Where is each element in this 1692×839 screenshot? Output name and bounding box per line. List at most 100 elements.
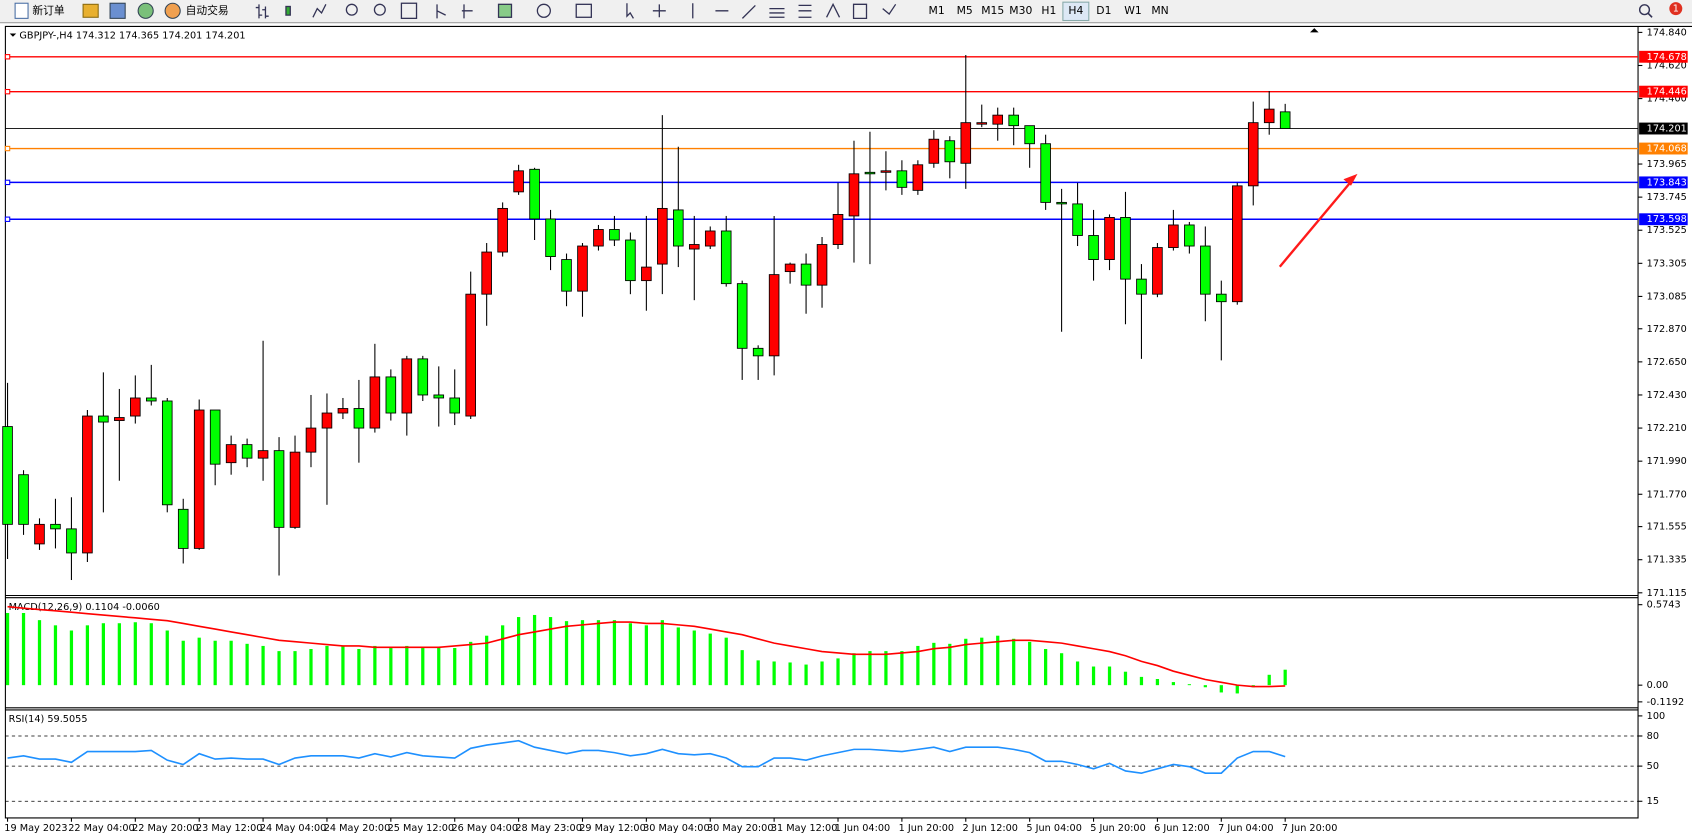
zoom-out[interactable] bbox=[373, 3, 386, 16]
toolbar-bg bbox=[0, 0, 1692, 23]
candle-body bbox=[66, 528, 77, 554]
timeframe-button[interactable]: M15 bbox=[981, 4, 1004, 17]
macd-bar bbox=[1139, 676, 1144, 686]
x-tick-label: 30 May 20:00 bbox=[707, 823, 774, 834]
zoom-in[interactable] bbox=[345, 3, 358, 16]
macd-bar bbox=[644, 625, 648, 686]
level-handle bbox=[4, 88, 11, 95]
level-price-box bbox=[1639, 176, 1688, 189]
macd-bar bbox=[213, 640, 217, 686]
macd-bar bbox=[1091, 666, 1096, 686]
new-order-button[interactable]: 新订单 bbox=[32, 4, 65, 17]
bar-chart-tool[interactable] bbox=[255, 4, 269, 19]
x-tick-label: 30 May 04:00 bbox=[643, 823, 710, 834]
candle-body bbox=[289, 451, 301, 528]
candle-body bbox=[593, 229, 604, 247]
macd-bar bbox=[948, 643, 952, 686]
timeframe-button[interactable]: H1 bbox=[1041, 4, 1056, 17]
macd-bar bbox=[980, 637, 984, 686]
annotation-arrow bbox=[1278, 179, 1353, 268]
toolbar-icon[interactable] bbox=[82, 3, 99, 18]
macd-bar bbox=[53, 625, 58, 686]
timeframe-button[interactable]: W1 bbox=[1124, 4, 1142, 17]
timeframe-button[interactable]: M1 bbox=[929, 4, 945, 17]
x-tick-label: 31 May 12:00 bbox=[771, 823, 838, 834]
y-tick-label: 171.770 bbox=[1647, 489, 1687, 500]
candle-body bbox=[305, 427, 317, 453]
candle-body bbox=[1152, 247, 1163, 295]
candle-body bbox=[337, 408, 349, 414]
auto-trading-button[interactable]: 自动交易 bbox=[186, 4, 229, 17]
candle-tool[interactable] bbox=[285, 5, 291, 16]
current-price-label: 174.201 bbox=[1647, 124, 1687, 135]
x-tick-label: 25 May 12:00 bbox=[388, 823, 455, 834]
candle-body bbox=[353, 408, 365, 429]
y-tick-label: 174.400 bbox=[1647, 94, 1687, 105]
templates[interactable] bbox=[575, 3, 592, 18]
macd-bar bbox=[1012, 638, 1016, 686]
alert-count: 1 bbox=[1673, 4, 1679, 15]
macd-bar bbox=[501, 625, 505, 686]
candle-body bbox=[1184, 224, 1195, 247]
macd-bar bbox=[21, 612, 26, 686]
macd-bar bbox=[485, 635, 489, 686]
candle-body bbox=[114, 417, 125, 421]
line-chart-tool[interactable] bbox=[312, 4, 327, 18]
level-price-box bbox=[1639, 85, 1688, 98]
candle-body bbox=[1247, 122, 1259, 187]
candle-body bbox=[625, 239, 636, 282]
panel-borders bbox=[4, 25, 1692, 819]
macd-bar bbox=[676, 627, 680, 686]
alert-badge[interactable] bbox=[1669, 2, 1683, 16]
timeframe-button[interactable]: M30 bbox=[1009, 4, 1032, 17]
toolbar-icon[interactable] bbox=[137, 2, 154, 19]
candle-body bbox=[880, 170, 892, 173]
active-timeframe bbox=[1062, 1, 1090, 22]
level-price-box bbox=[1639, 213, 1688, 226]
timeframe-button[interactable]: MN bbox=[1151, 4, 1168, 17]
chart-area bbox=[5, 26, 1639, 819]
scroll-tools[interactable] bbox=[436, 4, 473, 19]
candle-body bbox=[1279, 111, 1291, 129]
macd-bar bbox=[69, 630, 74, 686]
level-price-label: 173.843 bbox=[1647, 177, 1687, 188]
macd-bar bbox=[133, 622, 137, 686]
tile-windows[interactable] bbox=[400, 2, 418, 20]
periods[interactable] bbox=[536, 3, 551, 18]
timeframe-button[interactable]: M5 bbox=[957, 4, 973, 17]
annotation-arrowhead bbox=[1343, 173, 1358, 186]
candle-body bbox=[1263, 108, 1275, 124]
timeframe-button[interactable]: D1 bbox=[1096, 4, 1111, 17]
level-price-box bbox=[1639, 50, 1688, 63]
level-price-box bbox=[1639, 142, 1688, 155]
timeframe-button[interactable]: H4 bbox=[1068, 4, 1083, 17]
candle-body bbox=[369, 376, 381, 429]
candle-body bbox=[1200, 245, 1211, 295]
toolbar-icon[interactable] bbox=[109, 2, 126, 19]
y-tick-label: 172.210 bbox=[1647, 423, 1687, 434]
macd-bar bbox=[1059, 653, 1064, 686]
toolbar-tools[interactable] bbox=[255, 2, 897, 20]
macd-bar bbox=[1075, 661, 1080, 686]
candle-body bbox=[225, 444, 237, 464]
macd-bar bbox=[181, 640, 185, 686]
macd-bar bbox=[1028, 641, 1032, 686]
x-tick-label: 6 Jun 12:00 bbox=[1154, 823, 1209, 834]
symbol-menu[interactable] bbox=[9, 33, 17, 37]
macd-bar bbox=[820, 661, 824, 686]
macd-bar bbox=[724, 637, 728, 686]
new-order-icon[interactable] bbox=[14, 2, 29, 19]
y-tick-label: 171.335 bbox=[1647, 555, 1687, 566]
indicators[interactable] bbox=[497, 3, 513, 18]
macd-bar bbox=[85, 625, 90, 686]
timeframe-bar: M1 M5 M15 M30 H1 H4 D1 W1 MN bbox=[929, 4, 1169, 17]
y-tick-label: 100 bbox=[1647, 711, 1666, 722]
y-tick-label: 173.745 bbox=[1647, 192, 1687, 203]
rsi-line bbox=[7, 739, 1286, 774]
macd-bar bbox=[692, 630, 696, 686]
drawing-tools[interactable] bbox=[626, 2, 897, 20]
level-handle bbox=[4, 216, 11, 222]
candle-body bbox=[145, 397, 157, 402]
search-button[interactable] bbox=[1638, 4, 1651, 16]
auto-trading-icon[interactable] bbox=[164, 2, 181, 19]
